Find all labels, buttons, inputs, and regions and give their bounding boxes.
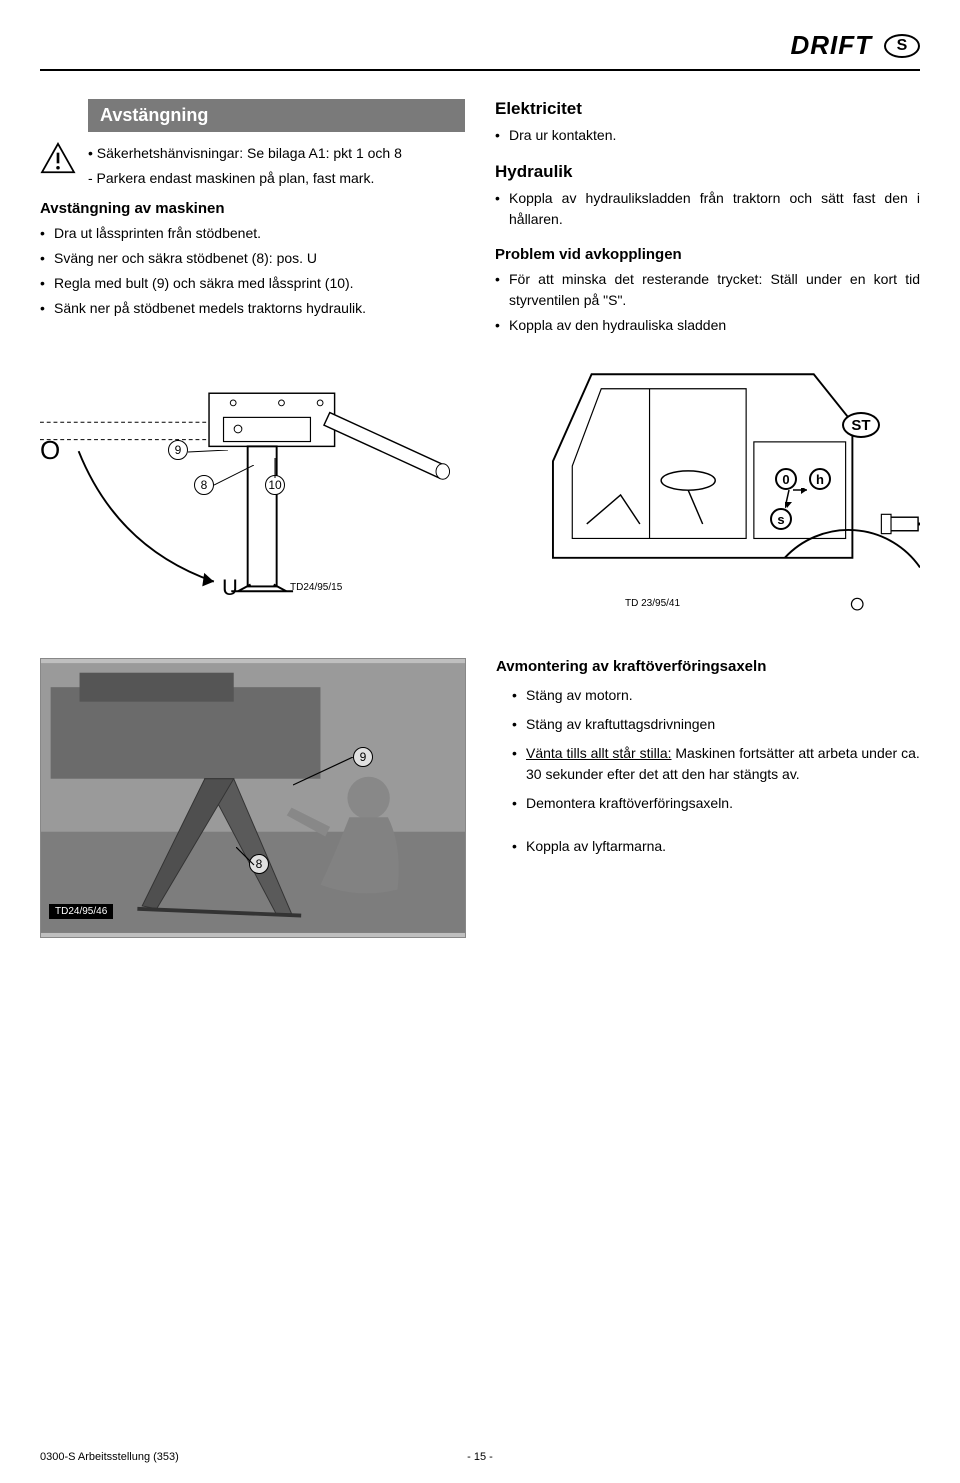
warning-icon	[40, 142, 76, 174]
callout-8: 8	[194, 475, 214, 495]
bullet-item: Dra ut låssprinten från stödbenet.	[40, 223, 465, 244]
figure-1-box: O U 9 8 10 TD24/95/15	[40, 360, 465, 610]
photo-box: 9 8 TD24/95/46	[40, 658, 466, 938]
bullet-item: Koppla av hydrauliksladden från traktorn…	[495, 188, 920, 230]
prob-bullets: För att minska det resterande trycket: S…	[495, 269, 920, 336]
section-title-avstangning: Avstängning	[88, 99, 465, 132]
photo-ref: TD24/95/46	[49, 904, 113, 919]
bullet-item: Vänta tills allt står stilla: Maskinen f…	[512, 743, 920, 785]
photo-illustration	[41, 659, 465, 937]
left-column: Avstängning • Säkerhetshänvisningar: Se …	[40, 99, 465, 340]
subhead-elektricitet: Elektricitet	[495, 99, 920, 119]
callout-9: 9	[168, 440, 188, 460]
label-0: 0	[775, 468, 797, 490]
label-O: O	[40, 435, 60, 466]
bullet-item: Koppla av den hydrauliska sladden	[495, 315, 920, 336]
footer-page-number: - 15 -	[467, 1451, 493, 1463]
warn-line2: - Parkera endast maskinen på plan, fast …	[88, 170, 402, 186]
bullet-item: Dra ur kontakten.	[495, 125, 920, 146]
footer-left: 0300-S Arbeitsstellung (353)	[40, 1451, 179, 1463]
figure-2: ST 0 h s TD 23/95/41	[495, 360, 920, 630]
bullet-item: Stäng av motorn.	[512, 685, 920, 706]
bullet-item: Stäng av kraftuttagsdrivningen	[512, 714, 920, 735]
tractor-cab-diagram	[495, 360, 920, 630]
bullet-item: Sänk ner på stödbenet medels traktorns h…	[40, 298, 465, 319]
label-h: h	[809, 468, 831, 490]
subhead-avmontering: Avmontering av kraftöverföringsaxeln	[496, 658, 920, 675]
avmontering-text: Avmontering av kraftöverföringsaxeln Stä…	[496, 658, 920, 938]
avm-bullets: Stäng av motorn. Stäng av kraftuttagsdri…	[512, 685, 920, 814]
warning-row: • Säkerhetshänvisningar: Se bilaga A1: p…	[40, 142, 465, 186]
header-badge: S	[884, 34, 920, 58]
elec-bullets: Dra ur kontakten.	[495, 125, 920, 146]
photo-leader-8	[236, 847, 256, 867]
leader-9	[188, 450, 228, 460]
bullet-item: Sväng ner och säkra stödbenet (8): pos. …	[40, 248, 465, 269]
leader-10	[272, 458, 282, 478]
page-header: DRIFT S	[40, 30, 920, 61]
subhead-hydraulik: Hydraulik	[495, 162, 920, 182]
subhead-problem: Problem vid avkopplingen	[495, 246, 920, 263]
warn-line1: • Säkerhetshänvisningar: Se bilaga A1: p…	[88, 142, 402, 164]
fig2-ref: TD 23/95/41	[625, 598, 680, 609]
two-columns: Avstängning • Säkerhetshänvisningar: Se …	[40, 99, 920, 340]
photo-and-text-row: 9 8 TD24/95/46 Avmontering av kraftöverf…	[40, 658, 920, 938]
avm-bullets-2: Koppla av lyftarmarna.	[512, 836, 920, 857]
header-rule	[40, 69, 920, 71]
hyd-bullets: Koppla av hydrauliksladden från traktorn…	[495, 188, 920, 230]
bullet-item: För att minska det resterande trycket: S…	[495, 269, 920, 311]
warning-text-block: • Säkerhetshänvisningar: Se bilaga A1: p…	[88, 142, 402, 186]
label-U: U	[222, 575, 238, 601]
page-footer: 0300-S Arbeitsstellung (353) - 15 -	[40, 1451, 920, 1463]
figure-2-box: ST 0 h s TD 23/95/41	[495, 360, 920, 630]
figures-row: O U 9 8 10 TD24/95/15	[40, 360, 920, 630]
bullet-item: Regla med bult (9) och säkra med låsspri…	[40, 273, 465, 294]
callout-10: 10	[265, 475, 285, 495]
leader-8	[214, 465, 254, 487]
bullet-item: Koppla av lyftarmarna.	[512, 836, 920, 857]
bullet-item: Demontera kraftöverföringsaxeln.	[512, 793, 920, 814]
label-ST: ST	[842, 412, 880, 438]
photo-callout-9: 9	[353, 747, 373, 767]
header-title: DRIFT	[790, 30, 872, 61]
subhead-avstangning-maskinen: Avstängning av maskinen	[40, 200, 465, 217]
photo-leader-9	[293, 757, 353, 787]
right-column: Elektricitet Dra ur kontakten. Hydraulik…	[495, 99, 920, 340]
arrows-ohs	[785, 488, 815, 512]
figure-1: O U 9 8 10 TD24/95/15	[40, 360, 465, 630]
fig1-ref: TD24/95/15	[290, 582, 342, 593]
left-bullets: Dra ut låssprinten från stödbenet. Sväng…	[40, 223, 465, 319]
